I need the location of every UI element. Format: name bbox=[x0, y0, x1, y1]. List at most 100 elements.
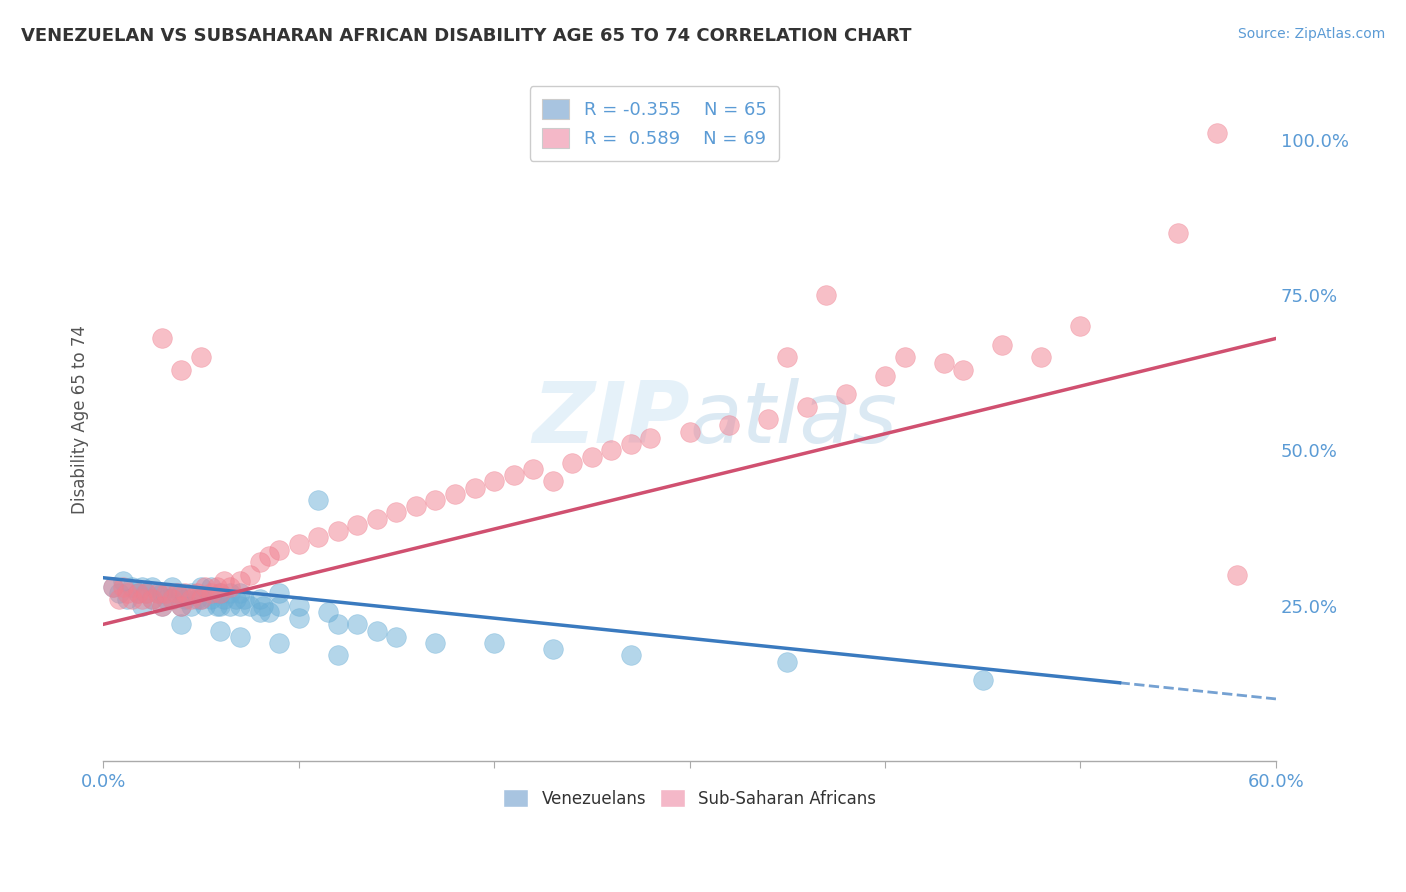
Point bbox=[174, 586, 197, 600]
Legend: Venezuelans, Sub-Saharan Africans: Venezuelans, Sub-Saharan Africans bbox=[496, 783, 883, 814]
Point bbox=[146, 586, 169, 600]
Point bbox=[135, 586, 157, 600]
Point bbox=[115, 586, 138, 600]
Point bbox=[209, 624, 232, 638]
Text: ZIP: ZIP bbox=[531, 377, 689, 461]
Point bbox=[640, 431, 662, 445]
Point bbox=[107, 592, 129, 607]
Point bbox=[219, 580, 242, 594]
Point bbox=[214, 574, 236, 588]
Point bbox=[155, 592, 177, 607]
Point bbox=[135, 586, 157, 600]
Point bbox=[346, 517, 368, 532]
Point bbox=[121, 592, 143, 607]
Point bbox=[200, 592, 222, 607]
Point bbox=[267, 599, 290, 613]
Point bbox=[101, 580, 124, 594]
Point bbox=[815, 288, 838, 302]
Point bbox=[141, 592, 163, 607]
Point bbox=[229, 586, 252, 600]
Point bbox=[232, 592, 254, 607]
Point bbox=[190, 350, 212, 364]
Point bbox=[1031, 350, 1053, 364]
Point bbox=[482, 636, 505, 650]
Point bbox=[385, 506, 408, 520]
Point bbox=[194, 580, 217, 594]
Point bbox=[150, 331, 173, 345]
Point bbox=[194, 599, 217, 613]
Text: atlas: atlas bbox=[689, 377, 897, 461]
Point bbox=[444, 487, 467, 501]
Point bbox=[209, 586, 232, 600]
Point bbox=[425, 493, 447, 508]
Point bbox=[893, 350, 915, 364]
Point bbox=[146, 586, 169, 600]
Point bbox=[190, 580, 212, 594]
Point bbox=[776, 350, 799, 364]
Point bbox=[205, 599, 228, 613]
Point bbox=[366, 624, 388, 638]
Text: Source: ZipAtlas.com: Source: ZipAtlas.com bbox=[1237, 27, 1385, 41]
Point bbox=[287, 536, 309, 550]
Y-axis label: Disability Age 65 to 74: Disability Age 65 to 74 bbox=[72, 325, 89, 514]
Point bbox=[1167, 226, 1189, 240]
Point bbox=[717, 418, 740, 433]
Point bbox=[180, 599, 202, 613]
Point bbox=[111, 574, 134, 588]
Point bbox=[600, 443, 623, 458]
Point bbox=[1069, 319, 1091, 334]
Point bbox=[239, 567, 262, 582]
Point bbox=[225, 592, 247, 607]
Point bbox=[229, 630, 252, 644]
Point bbox=[307, 530, 329, 544]
Point bbox=[581, 450, 603, 464]
Point bbox=[166, 586, 188, 600]
Point bbox=[267, 542, 290, 557]
Point bbox=[155, 586, 177, 600]
Point bbox=[219, 599, 242, 613]
Point bbox=[326, 648, 349, 663]
Point bbox=[620, 437, 643, 451]
Point bbox=[249, 592, 271, 607]
Point bbox=[219, 586, 242, 600]
Point bbox=[150, 586, 173, 600]
Point bbox=[111, 580, 134, 594]
Point bbox=[287, 599, 309, 613]
Point bbox=[180, 586, 202, 600]
Point bbox=[127, 586, 149, 600]
Point bbox=[150, 599, 173, 613]
Point bbox=[209, 599, 232, 613]
Point bbox=[160, 592, 183, 607]
Point bbox=[267, 586, 290, 600]
Point bbox=[127, 586, 149, 600]
Point bbox=[259, 549, 281, 563]
Point bbox=[991, 337, 1014, 351]
Point bbox=[405, 500, 427, 514]
Point bbox=[307, 493, 329, 508]
Point bbox=[932, 356, 955, 370]
Point bbox=[326, 524, 349, 538]
Point bbox=[214, 592, 236, 607]
Point bbox=[170, 617, 193, 632]
Point bbox=[170, 599, 193, 613]
Point bbox=[107, 586, 129, 600]
Point bbox=[131, 599, 153, 613]
Point bbox=[287, 611, 309, 625]
Point bbox=[326, 617, 349, 632]
Point bbox=[1226, 567, 1249, 582]
Point bbox=[186, 592, 208, 607]
Point bbox=[101, 580, 124, 594]
Point bbox=[166, 586, 188, 600]
Point bbox=[796, 400, 818, 414]
Point bbox=[121, 580, 143, 594]
Point bbox=[190, 592, 212, 607]
Point bbox=[186, 586, 208, 600]
Point bbox=[425, 636, 447, 650]
Point bbox=[150, 599, 173, 613]
Point bbox=[835, 387, 858, 401]
Point bbox=[385, 630, 408, 644]
Text: VENEZUELAN VS SUBSAHARAN AFRICAN DISABILITY AGE 65 TO 74 CORRELATION CHART: VENEZUELAN VS SUBSAHARAN AFRICAN DISABIL… bbox=[21, 27, 911, 45]
Point bbox=[678, 425, 700, 439]
Point bbox=[464, 481, 486, 495]
Point bbox=[541, 475, 564, 489]
